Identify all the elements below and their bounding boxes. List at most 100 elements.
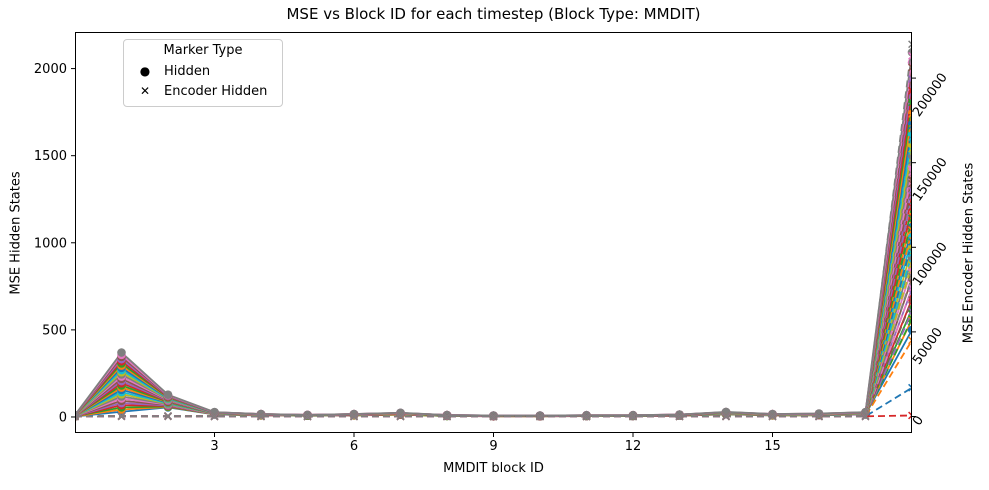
right-y-tick-label: 200000 (910, 71, 951, 120)
encoder-marker (908, 226, 912, 235)
encoder-series-line (75, 311, 912, 418)
hidden-marker (628, 410, 638, 420)
encoder-marker (75, 412, 79, 421)
hidden-series-line (75, 319, 912, 418)
encoder-series-line (75, 195, 912, 418)
hidden-series-line (75, 247, 912, 418)
encoder-marker (908, 75, 912, 84)
encoder-marker (908, 314, 912, 323)
encoder-marker (908, 86, 912, 95)
x-marker-icon: ✕ (139, 84, 151, 98)
encoder-marker (908, 179, 912, 188)
encoder-marker (908, 272, 912, 281)
encoder-marker (908, 40, 912, 49)
encoder-hidden-series-group (75, 40, 912, 421)
encoder-marker (908, 307, 912, 316)
left-y-tick-label: 2000 (34, 62, 67, 77)
encoder-series-line (75, 78, 912, 418)
encoder-series-line (75, 148, 912, 418)
hidden-series-line (75, 185, 912, 417)
left-y-tick-label: 1500 (34, 149, 67, 164)
encoder-marker (908, 133, 912, 142)
axes-spines (75, 32, 912, 433)
encoder-marker (768, 412, 777, 421)
left-y-tick-label: 500 (42, 323, 67, 338)
encoder-marker (164, 412, 172, 421)
hidden-marker (442, 410, 452, 420)
right-y-axis-label: MSE Encoder Hidden States (961, 162, 977, 344)
encoder-marker (117, 412, 126, 421)
chart-title: MSE vs Block ID for each timestep (Block… (286, 5, 701, 23)
encoder-marker (908, 168, 912, 177)
hidden-series-line (75, 226, 912, 417)
legend-item-label: Hidden (164, 63, 211, 79)
hidden-marker (721, 407, 731, 417)
hidden-marker (907, 325, 912, 335)
encoder-series-line (75, 102, 912, 418)
hidden-series-line (75, 278, 912, 418)
x-tick-label: 12 (625, 439, 642, 454)
hidden-series-line (75, 93, 912, 417)
hidden-marker (210, 407, 219, 417)
encoder-marker (350, 412, 358, 421)
encoder-marker (908, 98, 912, 107)
encoder-marker (908, 191, 912, 200)
encoder-marker (629, 412, 637, 421)
encoder-series-line (75, 276, 912, 418)
encoder-series-line (75, 339, 912, 418)
encoder-series-line (75, 160, 912, 418)
hidden-series-line (75, 216, 912, 417)
plot-area (75, 40, 912, 421)
x-tick-label: 9 (489, 439, 497, 454)
encoder-series-line (75, 67, 912, 418)
encoder-marker (908, 110, 912, 118)
encoder-marker (908, 51, 912, 60)
right-y-tick-label: 100000 (910, 240, 951, 289)
x-axis-label: MMDIT block ID (443, 461, 544, 476)
encoder-marker (908, 63, 912, 72)
hidden-series-line (75, 267, 912, 418)
hidden-series-line (75, 144, 912, 417)
encoder-marker (908, 261, 912, 269)
encoder-marker (861, 412, 870, 421)
hidden-series-line (75, 134, 912, 417)
encoder-marker (908, 237, 912, 246)
left-y-tick-label: 1000 (34, 236, 67, 251)
encoder-series-line (75, 299, 912, 418)
encoder-series-line (75, 125, 912, 418)
encoder-series-line (75, 183, 912, 418)
encoder-marker (303, 412, 312, 421)
encoder-marker (908, 121, 912, 130)
encoder-marker (908, 144, 912, 153)
right-y-tick-label: 150000 (910, 155, 951, 204)
encoder-marker (675, 412, 684, 421)
encoder-series-line (75, 218, 912, 418)
encoder-series-line (75, 113, 912, 418)
x-tick-label: 3 (210, 439, 218, 454)
encoder-marker (536, 412, 544, 421)
encoder-series-line (75, 317, 912, 418)
hidden-marker (582, 410, 591, 420)
encoder-series-line (75, 264, 912, 418)
encoder-marker (489, 412, 498, 421)
hidden-marker (303, 410, 312, 420)
legend-item-encoder-hidden: ✕ Encoder Hidden (132, 81, 274, 101)
encoder-marker (396, 412, 405, 421)
encoder-marker (908, 156, 912, 165)
hidden-series-line (75, 298, 912, 418)
encoder-series-line (75, 90, 912, 418)
hidden-series-line (75, 288, 912, 418)
hidden-marker (117, 348, 126, 357)
legend-title: Marker Type (163, 43, 243, 58)
encoder-marker (908, 411, 912, 420)
hidden-series-line (75, 103, 912, 417)
hidden-series-line (75, 154, 912, 417)
encoder-marker (443, 412, 451, 421)
hidden-series-line (75, 165, 912, 417)
encoder-marker (722, 412, 730, 421)
encoder-series-line (75, 171, 912, 418)
encoder-marker (908, 203, 912, 211)
legend-item-label: Encoder Hidden (164, 83, 268, 99)
hidden-series-line (75, 196, 912, 417)
